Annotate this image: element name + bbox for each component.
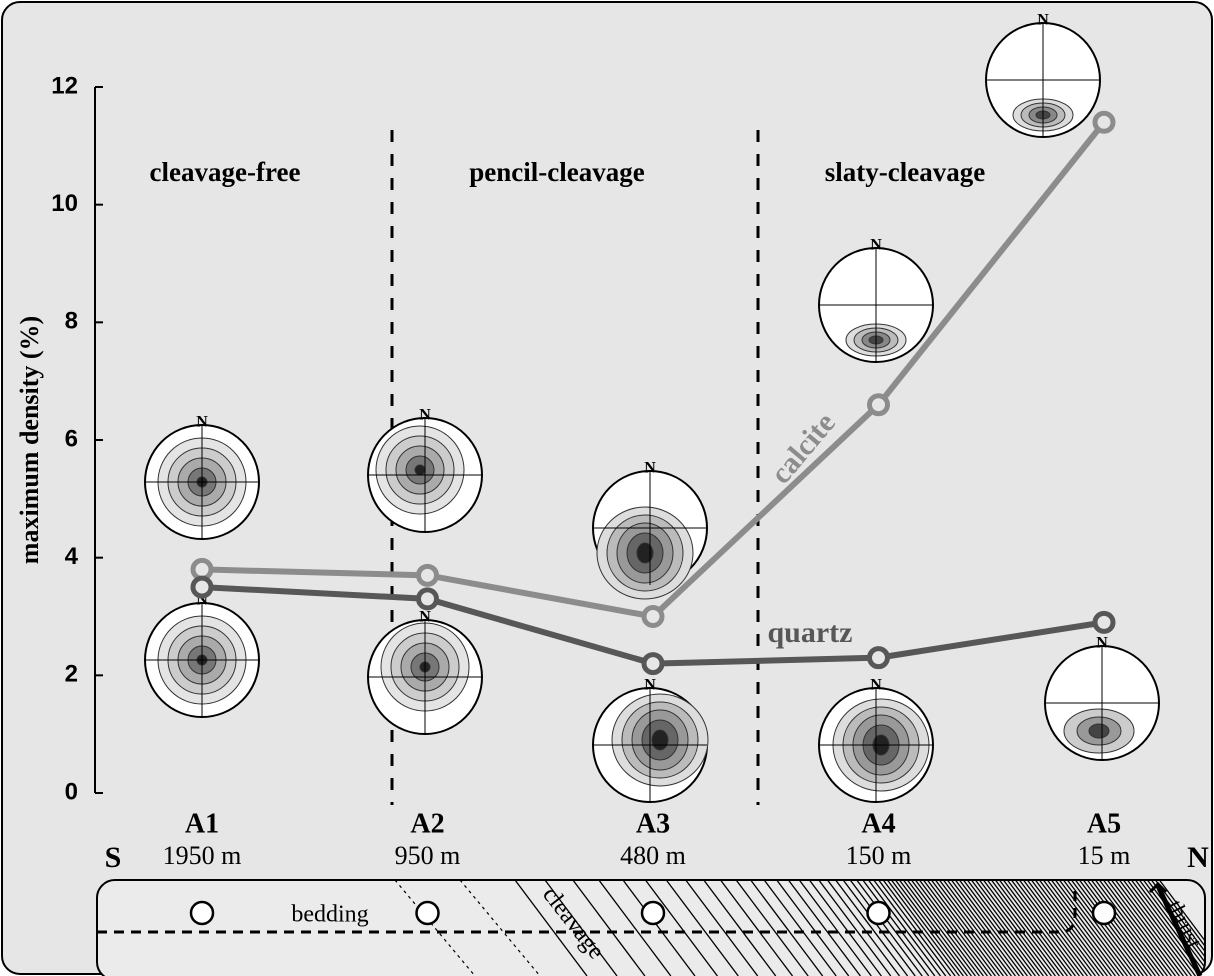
- x-tick-label: A3: [636, 808, 670, 839]
- y-tick-label: 8: [65, 308, 78, 335]
- data-point: [870, 396, 888, 414]
- sample-site: [642, 902, 664, 924]
- y-tick-label: 12: [51, 72, 78, 99]
- stereonet-north: N: [196, 414, 208, 431]
- bedding-label: bedding: [291, 902, 368, 928]
- figure: cleavage-free pencil-cleavage slaty-clea…: [0, 0, 1214, 976]
- x-tick-label: A5: [1087, 808, 1121, 839]
- sample-site: [1093, 902, 1115, 924]
- zone-label: slaty-cleavage: [825, 157, 985, 187]
- distance-label: 15 m: [1078, 841, 1131, 870]
- x-tick-label: A4: [861, 808, 895, 839]
- page: cleavage-free pencil-cleavage slaty-clea…: [0, 0, 1214, 976]
- data-point: [1095, 113, 1113, 131]
- data-point: [193, 578, 211, 596]
- density-contour: [637, 543, 653, 563]
- data-point: [419, 566, 437, 584]
- zone-label: pencil-cleavage: [469, 157, 644, 187]
- distance-label: 150 m: [846, 841, 912, 870]
- stereonet-north: N: [644, 460, 656, 477]
- data-point: [1095, 613, 1113, 631]
- y-tick-label: 2: [65, 661, 78, 688]
- sample-site: [417, 902, 439, 924]
- south-label: S: [105, 841, 122, 874]
- stereonet-north: N: [419, 407, 431, 424]
- x-tick-label: A2: [410, 808, 444, 839]
- stereonet-north: N: [870, 677, 882, 694]
- distance-label: 1950 m: [163, 841, 242, 870]
- stereonet-north: N: [1037, 12, 1049, 29]
- distance-label: 950 m: [395, 841, 461, 870]
- distance-label: 480 m: [620, 841, 686, 870]
- x-tick-label: A1: [185, 808, 219, 839]
- y-tick-label: 6: [65, 425, 78, 452]
- north-label: N: [1187, 841, 1209, 874]
- section: bedding cleavage thrust: [97, 880, 1214, 976]
- sample-site: [191, 902, 213, 924]
- stereonet-north: N: [1096, 635, 1108, 652]
- stereonet-north: N: [870, 237, 882, 254]
- stereonet-north: N: [419, 609, 431, 626]
- zone-label: cleavage-free: [150, 157, 301, 187]
- data-point: [644, 655, 662, 673]
- y-axis-title: maximum density (%): [15, 316, 44, 564]
- stereonet-north: N: [644, 677, 656, 694]
- density-contour: [652, 730, 668, 750]
- series-label: quartz: [768, 616, 853, 649]
- sample-site: [868, 902, 890, 924]
- data-point: [644, 608, 662, 626]
- y-tick-label: 0: [65, 778, 78, 805]
- data-point: [419, 590, 437, 608]
- density-contour: [1089, 724, 1109, 738]
- density-contour: [415, 465, 425, 475]
- data-point: [870, 649, 888, 667]
- y-tick-label: 4: [65, 543, 79, 570]
- y-tick-label: 10: [51, 190, 78, 217]
